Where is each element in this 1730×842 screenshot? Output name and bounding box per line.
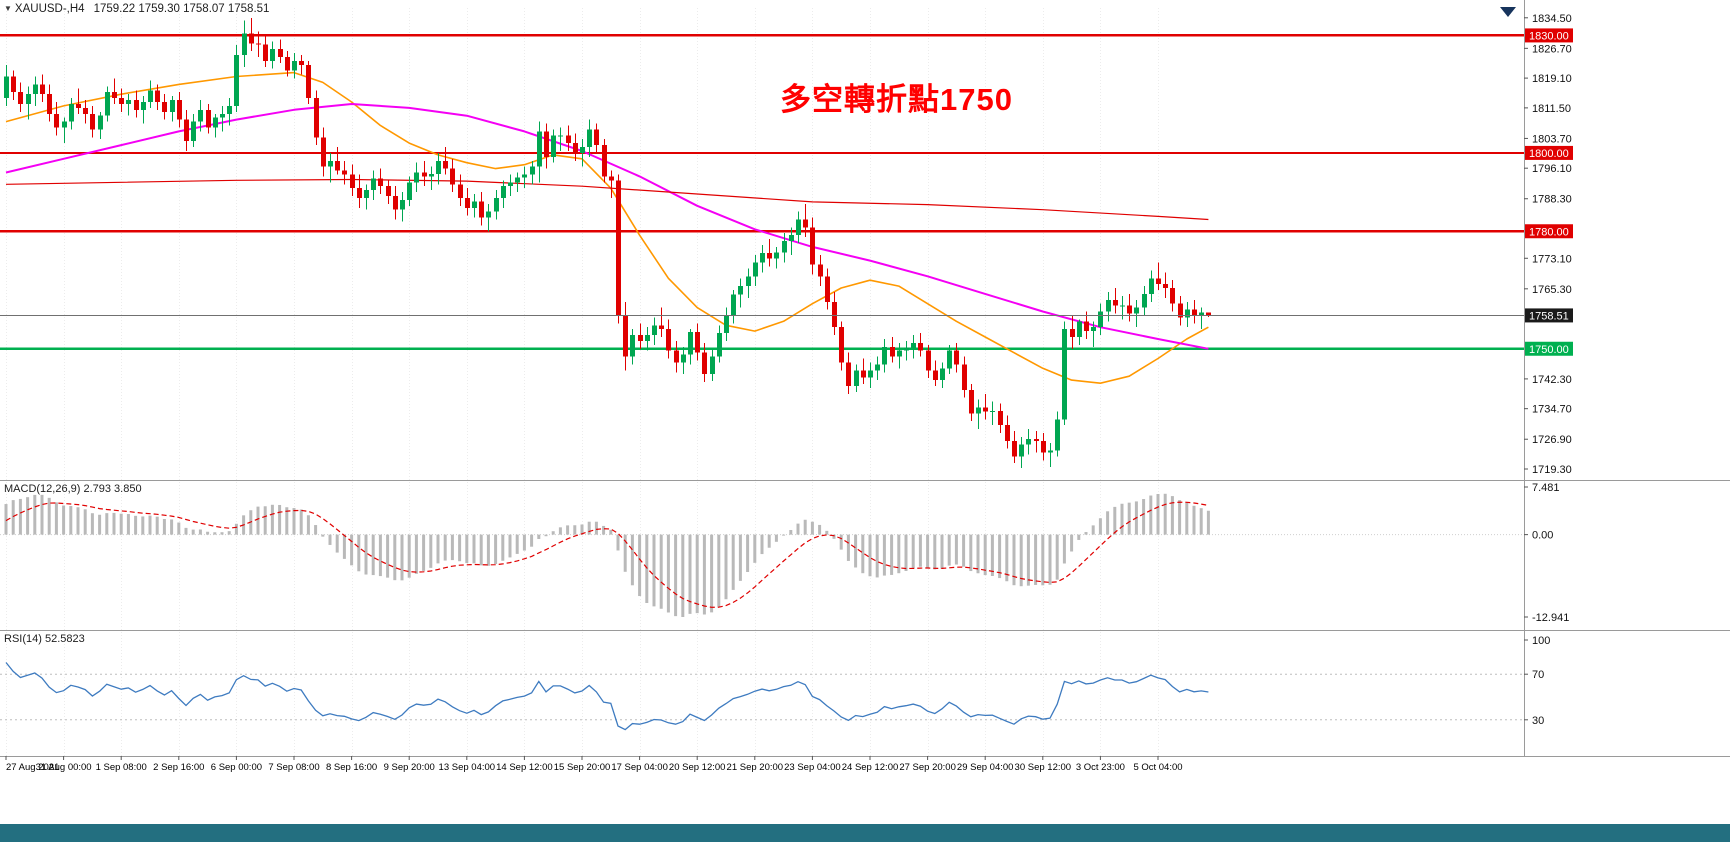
time-tick-label: 30 Sep 12:00 xyxy=(1015,762,1072,773)
time-tick-label: 6 Sep 00:00 xyxy=(211,762,262,773)
time-tick-label: 5 Oct 04:00 xyxy=(1133,762,1182,773)
price-tick-label: 1803.70 xyxy=(1532,133,1572,145)
time-tick-label: 3 Oct 23:00 xyxy=(1076,762,1125,773)
price-level-tag-box xyxy=(1525,224,1573,239)
price-scale: 1834.50 1826.70 1819.10 1811.50 1803.70 1796.… xyxy=(1524,13,1573,476)
price-tick-label: 1796.10 xyxy=(1532,163,1572,175)
price-tick-label: 1726.90 xyxy=(1532,434,1572,446)
time-tick-label: 8 Sep 16:00 xyxy=(326,762,377,773)
price-level-tag-box xyxy=(1525,145,1573,160)
price-level-tag: 1780.00 xyxy=(1529,226,1569,238)
macd-panel xyxy=(0,493,1524,617)
price-tick-label: 1734.70 xyxy=(1532,404,1572,416)
panel-separators xyxy=(0,0,1730,757)
time-tick-label: 1 Sep 08:00 xyxy=(96,762,147,773)
price-level-tag: 1830.00 xyxy=(1529,30,1569,42)
time-tick-label: 15 Sep 20:00 xyxy=(554,762,611,773)
rsi-scale-label: 30 xyxy=(1532,715,1544,727)
ma-slow-red-line xyxy=(5,178,1209,221)
macd-scale: 7.481 0.00 -12.941 xyxy=(1524,482,1569,624)
macd-scale-label: 7.481 xyxy=(1532,482,1560,494)
price-tick-label: 1719.30 xyxy=(1532,464,1572,476)
rsi-line xyxy=(5,662,1209,731)
macd-scale-label: -12.941 xyxy=(1532,612,1569,624)
price-tick-label: 1765.30 xyxy=(1532,284,1572,296)
time-tick-label: 14 Sep 12:00 xyxy=(496,762,553,773)
rsi-panel xyxy=(0,662,1524,731)
macd-signal-line xyxy=(5,501,1209,608)
price-tick-label: 1811.50 xyxy=(1532,103,1571,115)
time-tick-label: 24 Sep 12:00 xyxy=(842,762,899,773)
time-tick-label: 17 Sep 04:00 xyxy=(611,762,668,773)
time-tick-label: 27 Aug 2021 xyxy=(6,762,59,773)
rsi-scale-label: 70 xyxy=(1532,669,1544,681)
time-tick-label: 29 Sep 04:00 xyxy=(957,762,1014,773)
time-tick-label: 20 Sep 12:00 xyxy=(669,762,726,773)
ma-fast-orange-line xyxy=(5,71,1209,385)
rsi-scale: 100 70 30 xyxy=(1524,635,1550,727)
price-level-tag-box xyxy=(1525,28,1573,43)
horizontal-levels xyxy=(0,34,1524,350)
price-tick-label: 1788.30 xyxy=(1532,194,1572,206)
price-tick-label: 1773.10 xyxy=(1532,253,1572,265)
price-tick-label: 1834.50 xyxy=(1532,13,1572,25)
price-tick-label: 1826.70 xyxy=(1532,43,1572,55)
time-tick-label: 2 Sep 16:00 xyxy=(153,762,204,773)
time-tick-label: 21 Sep 20:00 xyxy=(727,762,784,773)
price-level-tag-box xyxy=(1525,308,1573,323)
time-tick-label: 13 Sep 04:00 xyxy=(439,762,496,773)
price-tick-label: 1742.30 xyxy=(1532,374,1572,386)
time-tick-label: 7 Sep 08:00 xyxy=(268,762,319,773)
time-tick-label: 31 Aug 00:00 xyxy=(36,762,92,773)
price-level-tag: 1800.00 xyxy=(1529,148,1569,160)
time-tick-label: 23 Sep 04:00 xyxy=(784,762,841,773)
price-level-tag: 1750.00 xyxy=(1529,344,1569,356)
macd-scale-label: 0.00 xyxy=(1532,530,1553,542)
time-tick-label: 9 Sep 20:00 xyxy=(384,762,435,773)
rsi-scale-label: 100 xyxy=(1532,635,1550,647)
price-level-tag: 1758.51 xyxy=(1529,310,1569,322)
bottom-bar xyxy=(0,824,1730,842)
candles-layer xyxy=(4,17,1211,469)
price-level-tag-box xyxy=(1525,341,1573,356)
time-tick-label: 27 Sep 20:00 xyxy=(899,762,956,773)
price-tick-label: 1819.10 xyxy=(1532,73,1572,85)
chart-shift-marker-icon xyxy=(1500,7,1516,17)
